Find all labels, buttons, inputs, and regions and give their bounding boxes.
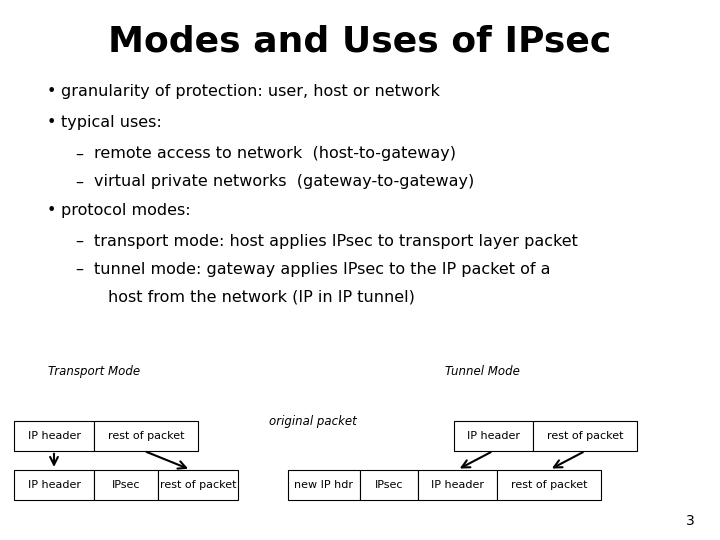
Text: –: – <box>76 262 84 277</box>
Text: 3: 3 <box>686 514 695 528</box>
Text: protocol modes:: protocol modes: <box>61 202 191 218</box>
Text: rest of packet: rest of packet <box>160 480 236 490</box>
Text: Transport Mode: Transport Mode <box>48 365 140 378</box>
Text: remote access to network  (host-to-gateway): remote access to network (host-to-gatewa… <box>94 146 456 161</box>
Text: IP header: IP header <box>431 480 484 490</box>
Text: •: • <box>47 202 56 218</box>
Text: virtual private networks  (gateway-to-gateway): virtual private networks (gateway-to-gat… <box>94 174 474 190</box>
Text: –: – <box>76 234 84 249</box>
Text: IP header: IP header <box>27 480 81 490</box>
Text: tunnel mode: gateway applies IPsec to the IP packet of a: tunnel mode: gateway applies IPsec to th… <box>94 262 550 277</box>
FancyBboxPatch shape <box>360 470 418 500</box>
FancyBboxPatch shape <box>14 421 94 451</box>
Text: IP header: IP header <box>27 431 81 441</box>
FancyBboxPatch shape <box>497 470 601 500</box>
Text: host from the network (IP in IP tunnel): host from the network (IP in IP tunnel) <box>108 290 415 305</box>
Text: rest of packet: rest of packet <box>546 431 624 441</box>
FancyBboxPatch shape <box>288 470 360 500</box>
FancyBboxPatch shape <box>418 470 497 500</box>
Text: transport mode: host applies IPsec to transport layer packet: transport mode: host applies IPsec to tr… <box>94 234 577 249</box>
FancyBboxPatch shape <box>94 421 198 451</box>
Text: new IP hdr: new IP hdr <box>294 480 354 490</box>
Text: –: – <box>76 146 84 161</box>
Text: •: • <box>47 115 56 130</box>
Text: –: – <box>76 174 84 190</box>
FancyBboxPatch shape <box>14 470 94 500</box>
Text: rest of packet: rest of packet <box>107 431 184 441</box>
Text: Tunnel Mode: Tunnel Mode <box>445 365 520 378</box>
Text: IPsec: IPsec <box>112 480 140 490</box>
FancyBboxPatch shape <box>158 470 238 500</box>
Text: Modes and Uses of IPsec: Modes and Uses of IPsec <box>109 24 611 58</box>
FancyBboxPatch shape <box>454 421 533 451</box>
Text: IP header: IP header <box>467 431 520 441</box>
Text: •: • <box>47 84 56 99</box>
Text: granularity of protection: user, host or network: granularity of protection: user, host or… <box>61 84 440 99</box>
FancyBboxPatch shape <box>533 421 637 451</box>
FancyBboxPatch shape <box>94 470 158 500</box>
Text: rest of packet: rest of packet <box>510 480 588 490</box>
Text: typical uses:: typical uses: <box>61 115 162 130</box>
Text: IPsec: IPsec <box>374 480 403 490</box>
Text: original packet: original packet <box>269 415 357 428</box>
